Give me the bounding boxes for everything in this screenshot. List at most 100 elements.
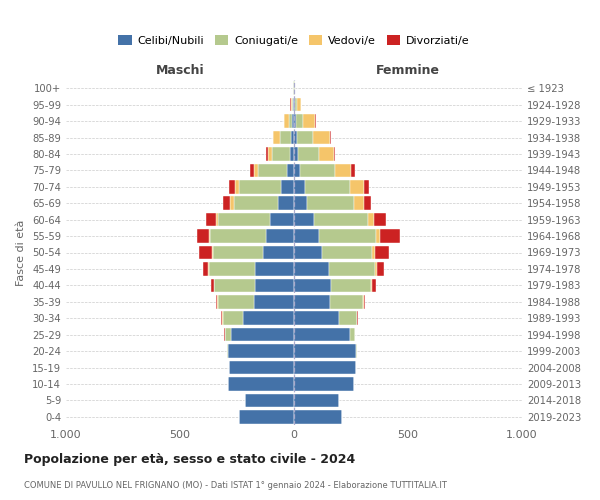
Bar: [255, 278, 294, 292]
Bar: [215, 213, 218, 226]
Text: Femmine: Femmine: [376, 64, 440, 76]
Bar: [298, 147, 319, 160]
Bar: [199, 246, 212, 259]
Bar: [295, 98, 296, 112]
Bar: [221, 312, 223, 325]
Bar: [339, 312, 357, 325]
Bar: [307, 196, 354, 210]
Bar: [218, 295, 254, 308]
Bar: [294, 98, 295, 112]
Bar: [197, 230, 209, 243]
Bar: [225, 328, 232, 342]
Bar: [294, 131, 297, 144]
Bar: [305, 180, 350, 194]
Bar: [294, 246, 322, 259]
Bar: [245, 394, 294, 407]
Bar: [227, 344, 228, 358]
Bar: [302, 114, 315, 128]
Bar: [206, 213, 215, 226]
Bar: [289, 114, 292, 128]
Bar: [258, 164, 287, 177]
Bar: [294, 328, 350, 342]
Bar: [374, 213, 386, 226]
Bar: [294, 312, 339, 325]
Bar: [331, 278, 371, 292]
Bar: [278, 196, 294, 210]
Bar: [294, 164, 301, 177]
Bar: [266, 147, 268, 160]
Bar: [254, 164, 258, 177]
Bar: [294, 394, 338, 407]
Bar: [354, 196, 364, 210]
Bar: [284, 114, 289, 128]
Bar: [294, 114, 296, 128]
Bar: [294, 410, 342, 424]
Bar: [291, 131, 294, 144]
Bar: [254, 295, 294, 308]
Bar: [296, 114, 302, 128]
Bar: [292, 98, 293, 112]
Y-axis label: Fasce di età: Fasce di età: [16, 220, 26, 286]
Bar: [294, 278, 331, 292]
Bar: [364, 180, 370, 194]
Bar: [294, 295, 330, 308]
Bar: [377, 262, 384, 276]
Bar: [212, 246, 213, 259]
Legend: Celibi/Nubili, Coniugati/e, Vedovi/e, Divorziati/e: Celibi/Nubili, Coniugati/e, Vedovi/e, Di…: [114, 30, 474, 50]
Text: Popolazione per età, sesso e stato civile - 2024: Popolazione per età, sesso e stato civil…: [24, 452, 355, 466]
Bar: [375, 246, 389, 259]
Bar: [364, 295, 365, 308]
Bar: [357, 312, 358, 325]
Bar: [294, 180, 305, 194]
Bar: [233, 196, 278, 210]
Bar: [228, 377, 294, 390]
Bar: [265, 230, 294, 243]
Text: Maschi: Maschi: [155, 64, 205, 76]
Bar: [272, 131, 274, 144]
Bar: [294, 196, 307, 210]
Bar: [263, 246, 294, 259]
Bar: [215, 295, 217, 308]
Bar: [255, 262, 294, 276]
Bar: [330, 131, 331, 144]
Bar: [214, 278, 255, 292]
Bar: [350, 328, 355, 342]
Bar: [301, 164, 335, 177]
Bar: [371, 278, 376, 292]
Bar: [209, 262, 255, 276]
Bar: [364, 196, 371, 210]
Bar: [209, 230, 265, 243]
Bar: [368, 213, 374, 226]
Bar: [228, 344, 294, 358]
Bar: [334, 147, 335, 160]
Bar: [235, 180, 239, 194]
Bar: [350, 180, 364, 194]
Bar: [203, 262, 208, 276]
Text: COMUNE DI PAVULLO NEL FRIGNANO (MO) - Dati ISTAT 1° gennaio 2024 - Elaborazione : COMUNE DI PAVULLO NEL FRIGNANO (MO) - Da…: [24, 481, 447, 490]
Bar: [230, 196, 233, 210]
Bar: [350, 164, 355, 177]
Bar: [296, 98, 301, 112]
Bar: [290, 147, 294, 160]
Bar: [313, 131, 330, 144]
Bar: [229, 361, 294, 374]
Bar: [223, 196, 230, 210]
Bar: [213, 246, 263, 259]
Bar: [293, 98, 294, 112]
Bar: [335, 164, 350, 177]
Bar: [297, 131, 313, 144]
Bar: [290, 98, 292, 112]
Bar: [229, 180, 235, 194]
Bar: [223, 312, 242, 325]
Bar: [281, 180, 294, 194]
Bar: [322, 246, 372, 259]
Bar: [319, 147, 334, 160]
Bar: [218, 213, 270, 226]
Bar: [239, 410, 294, 424]
Bar: [294, 361, 356, 374]
Bar: [330, 295, 363, 308]
Bar: [294, 262, 329, 276]
Bar: [376, 230, 380, 243]
Bar: [250, 164, 254, 177]
Bar: [294, 213, 314, 226]
